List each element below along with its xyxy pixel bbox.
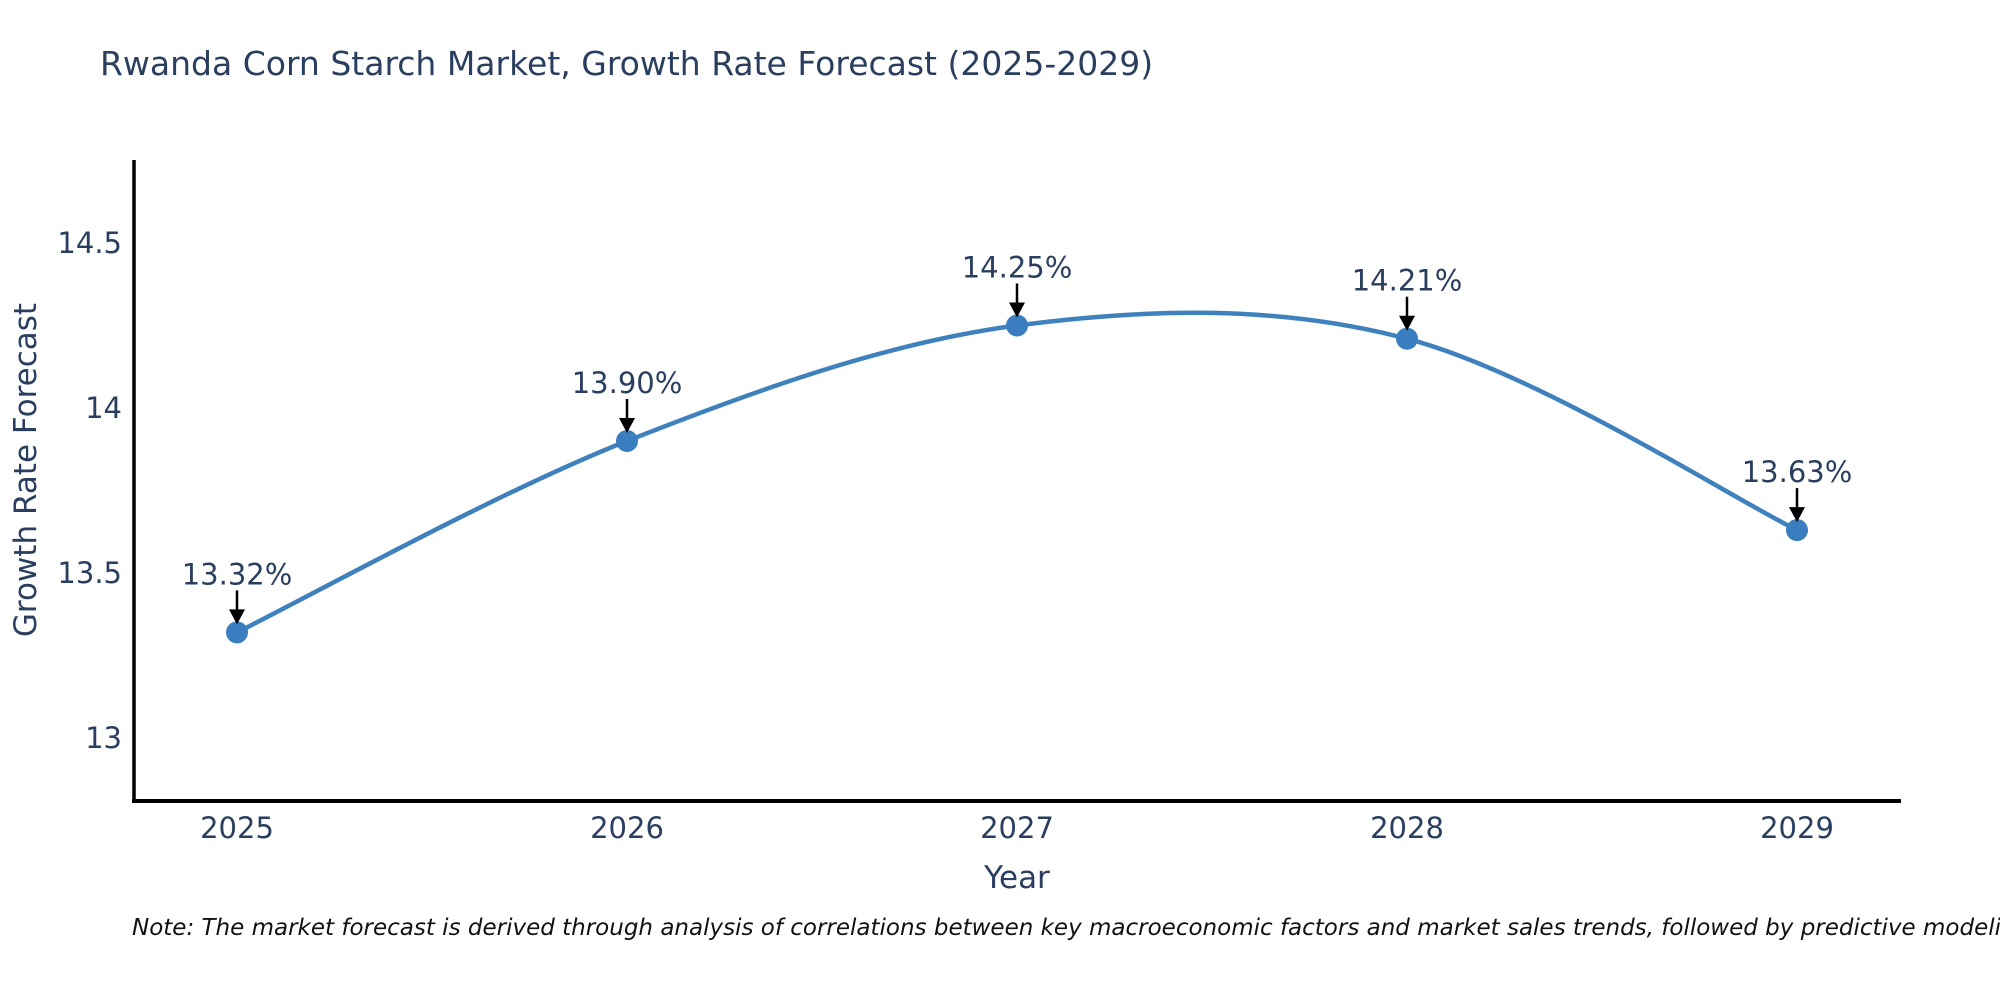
y-axis-tick-labels: 13 13.5 14 14.5 bbox=[57, 226, 122, 755]
data-point-marker-2028[interactable] bbox=[1396, 327, 1418, 350]
trend-line-group bbox=[234, 310, 1800, 635]
x-tick-label: 2028 bbox=[1370, 811, 1444, 845]
annotation-2027: 14.25% bbox=[962, 251, 1073, 318]
data-point-marker-2025[interactable] bbox=[226, 621, 248, 644]
data-point-markers bbox=[226, 314, 1808, 644]
y-tick-label: 14.5 bbox=[57, 226, 122, 260]
annotation-label: 13.32% bbox=[182, 557, 293, 591]
chart-title: Rwanda Corn Starch Market, Growth Rate F… bbox=[100, 44, 1154, 83]
annotation-arrowhead bbox=[619, 418, 635, 433]
annotation-arrowhead bbox=[1399, 315, 1415, 331]
x-axis-tick-labels: 2025 2026 2027 2028 2029 bbox=[200, 811, 1834, 845]
y-tick-label: 13.5 bbox=[57, 556, 122, 590]
y-tick-label: 14 bbox=[85, 391, 122, 425]
axes-spines bbox=[132, 160, 1901, 803]
annotation-label: 14.21% bbox=[1352, 264, 1463, 298]
annotation-arrowhead bbox=[1789, 507, 1805, 523]
annotation-2025: 13.32% bbox=[182, 557, 293, 625]
annotation-2026: 13.90% bbox=[572, 366, 683, 433]
annotation-2029: 13.63% bbox=[1742, 455, 1853, 523]
annotation-arrowhead bbox=[1009, 302, 1025, 318]
x-tick-label: 2026 bbox=[590, 811, 664, 845]
annotation-label: 13.90% bbox=[572, 366, 683, 400]
x-tick-label: 2025 bbox=[200, 811, 274, 845]
annotations-group: 13.32% 13.90% 14.25% 14.21% 13.63% bbox=[182, 251, 1853, 625]
data-point-marker-2027[interactable] bbox=[1006, 314, 1028, 337]
data-point-marker-2029[interactable] bbox=[1786, 519, 1808, 542]
x-tick-label: 2027 bbox=[980, 811, 1054, 845]
annotation-arrowhead bbox=[229, 609, 245, 625]
annotation-2028: 14.21% bbox=[1352, 264, 1463, 331]
x-tick-label: 2029 bbox=[1760, 811, 1834, 845]
y-axis-title: Growth Rate Forecast bbox=[8, 303, 44, 637]
trend-line bbox=[234, 310, 1800, 635]
data-point-marker-2026[interactable] bbox=[616, 430, 638, 452]
axis-titles: Year Growth Rate Forecast bbox=[8, 303, 1050, 896]
y-tick-label: 13 bbox=[85, 721, 122, 755]
annotation-label: 14.25% bbox=[962, 251, 1073, 285]
annotation-label: 13.63% bbox=[1742, 455, 1853, 489]
chart-footnote: Note: The market forecast is derived thr… bbox=[132, 915, 2000, 941]
x-axis-title: Year bbox=[983, 860, 1050, 896]
